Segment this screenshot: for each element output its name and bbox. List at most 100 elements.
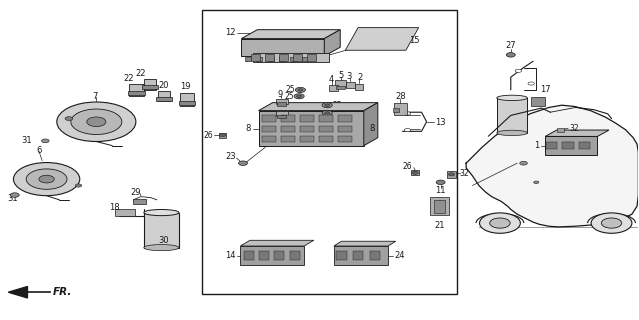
Polygon shape: [240, 240, 314, 246]
Polygon shape: [334, 241, 396, 246]
Bar: [130, 84, 144, 96]
Bar: [430, 197, 449, 215]
Text: 20: 20: [158, 81, 169, 90]
Bar: [497, 98, 527, 133]
Text: 5: 5: [338, 71, 343, 80]
Circle shape: [515, 69, 521, 72]
Polygon shape: [242, 39, 324, 56]
Bar: [281, 125, 295, 132]
Bar: [338, 136, 352, 142]
Circle shape: [404, 128, 411, 132]
Bar: [346, 82, 355, 88]
Bar: [180, 93, 194, 106]
Circle shape: [87, 117, 106, 126]
Ellipse shape: [144, 210, 179, 216]
Text: 26: 26: [403, 162, 412, 171]
Text: 25: 25: [332, 109, 342, 118]
Bar: [394, 103, 407, 116]
Polygon shape: [545, 130, 609, 136]
Bar: [546, 142, 557, 149]
Bar: [447, 171, 456, 178]
Circle shape: [57, 102, 136, 141]
Bar: [289, 251, 300, 260]
Text: 18: 18: [109, 203, 119, 212]
Text: 21: 21: [434, 221, 445, 230]
Circle shape: [238, 161, 247, 165]
Bar: [243, 251, 254, 260]
Circle shape: [534, 181, 539, 184]
Polygon shape: [364, 103, 378, 146]
Bar: [276, 111, 288, 116]
Bar: [338, 125, 352, 132]
Bar: [116, 209, 135, 216]
Bar: [134, 198, 146, 204]
Circle shape: [39, 175, 54, 183]
Text: 25: 25: [284, 92, 294, 101]
Circle shape: [325, 112, 330, 114]
Bar: [320, 136, 333, 142]
Bar: [201, 10, 457, 294]
Bar: [279, 57, 286, 61]
Polygon shape: [466, 105, 638, 227]
Text: 23: 23: [225, 152, 236, 161]
Bar: [412, 170, 419, 175]
Bar: [274, 251, 284, 260]
Ellipse shape: [497, 130, 527, 136]
Text: 31: 31: [21, 136, 31, 145]
Bar: [256, 57, 263, 61]
Text: 14: 14: [225, 251, 236, 260]
Text: 26: 26: [204, 131, 213, 140]
Circle shape: [591, 213, 632, 233]
Circle shape: [294, 94, 304, 99]
Text: 19: 19: [180, 82, 191, 91]
Bar: [178, 101, 195, 105]
Bar: [530, 97, 544, 106]
Text: 3: 3: [347, 72, 352, 81]
Text: 13: 13: [435, 118, 446, 127]
Bar: [251, 54, 260, 60]
Circle shape: [298, 89, 303, 91]
Polygon shape: [334, 246, 388, 265]
Bar: [281, 136, 295, 142]
Polygon shape: [545, 136, 597, 155]
Circle shape: [404, 112, 411, 115]
Circle shape: [479, 213, 520, 233]
Text: 30: 30: [158, 236, 169, 245]
Circle shape: [436, 180, 445, 185]
Bar: [262, 136, 276, 142]
Bar: [268, 57, 274, 61]
Bar: [338, 116, 352, 122]
Polygon shape: [345, 28, 419, 50]
Text: 8: 8: [370, 124, 375, 133]
Polygon shape: [8, 286, 27, 298]
Text: 32: 32: [570, 124, 580, 132]
Bar: [144, 212, 179, 248]
Polygon shape: [242, 30, 340, 39]
Circle shape: [325, 104, 330, 107]
Bar: [394, 108, 399, 112]
Text: 24: 24: [394, 251, 404, 260]
Bar: [142, 85, 158, 89]
Bar: [353, 251, 363, 260]
Bar: [329, 85, 337, 91]
Bar: [281, 116, 295, 122]
Bar: [276, 99, 288, 104]
Circle shape: [295, 87, 305, 92]
Circle shape: [71, 109, 122, 134]
Bar: [277, 102, 286, 106]
Bar: [369, 251, 380, 260]
Text: 9: 9: [277, 90, 282, 99]
Text: 7: 7: [93, 92, 98, 101]
Bar: [336, 251, 346, 260]
Bar: [157, 97, 172, 101]
Text: 1: 1: [534, 141, 539, 150]
Bar: [245, 57, 251, 61]
Text: 27: 27: [505, 41, 516, 51]
Text: 15: 15: [408, 36, 419, 45]
Text: 17: 17: [541, 85, 551, 94]
Circle shape: [322, 110, 332, 116]
Bar: [265, 54, 274, 60]
Bar: [262, 125, 276, 132]
Bar: [277, 115, 286, 118]
Bar: [293, 54, 302, 60]
